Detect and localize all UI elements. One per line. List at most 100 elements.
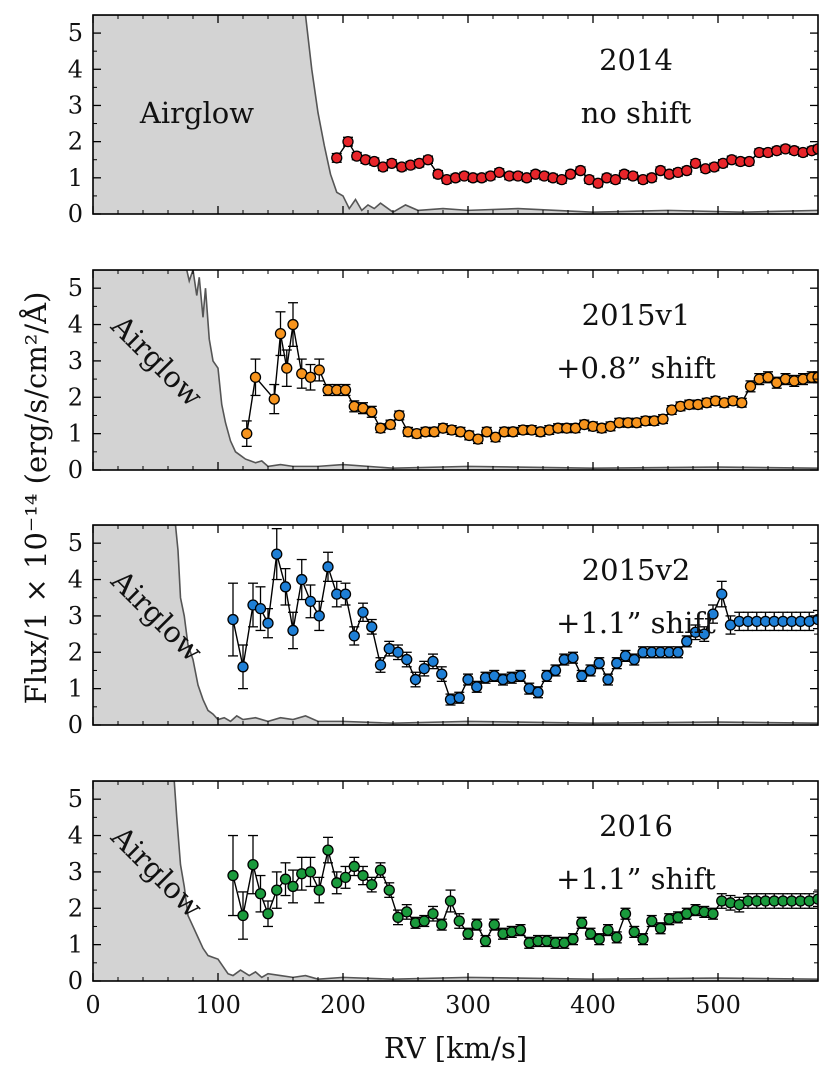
x-tick-label: 0	[85, 991, 100, 1019]
y-tick-label: 3	[68, 347, 83, 375]
y-tick-label: 1	[68, 675, 83, 703]
x-tick-label: 200	[320, 991, 366, 1019]
data-point	[462, 928, 474, 940]
data-point	[249, 371, 262, 383]
x-tick-label: 100	[195, 991, 241, 1019]
y-tick-label: 4	[68, 566, 83, 594]
data-point	[736, 397, 748, 409]
panel-subtitle: no shift	[581, 96, 692, 130]
y-tick-label: 5	[68, 274, 83, 302]
data-point	[348, 860, 360, 873]
panel-title: 2015v2	[582, 553, 691, 587]
data-point	[472, 433, 484, 445]
data-point	[654, 922, 667, 934]
y-tick-label: 0	[68, 967, 83, 995]
data-point	[743, 155, 755, 168]
data-point	[812, 371, 818, 383]
data-point	[602, 924, 614, 936]
data-point	[681, 164, 693, 177]
x-tick-label: 300	[445, 991, 491, 1019]
airglow-label: Airglow	[139, 96, 254, 130]
data-point	[514, 924, 527, 936]
panel-subtitle: +1.1” shift	[556, 862, 716, 896]
data-point	[689, 157, 702, 169]
data-point	[374, 659, 387, 671]
data-point	[296, 573, 308, 586]
data-point	[427, 908, 439, 920]
data-point	[507, 426, 519, 438]
data-point	[541, 670, 553, 682]
airglow-fill	[93, 525, 818, 725]
y-tick-label: 4	[68, 822, 83, 850]
data-point	[313, 884, 325, 896]
panel-subtitle: +0.8” shift	[556, 351, 716, 385]
airglow-line	[93, 270, 818, 469]
data-point	[646, 915, 658, 927]
data-point	[698, 628, 710, 640]
y-tick-label: 2	[68, 638, 83, 666]
data-point	[584, 928, 597, 940]
airglow-fill	[93, 15, 818, 214]
panel-1: Airglow 0 1 2 3 4 5 2014 no shift	[68, 14, 819, 228]
data-point	[444, 895, 457, 907]
data-point	[707, 908, 719, 920]
data-point	[366, 621, 378, 633]
data-point	[279, 581, 292, 593]
data-point	[339, 384, 352, 396]
data-point	[374, 422, 387, 434]
y-tick-label: 5	[68, 19, 83, 47]
data-point	[567, 652, 579, 664]
data-point	[602, 673, 614, 686]
series-line	[246, 324, 818, 440]
data-point	[254, 602, 267, 615]
y-tick-label: 3	[68, 91, 83, 119]
data-point	[574, 164, 587, 177]
y-tick-label: 1	[68, 931, 83, 959]
data-point	[331, 152, 343, 164]
data-point	[576, 917, 588, 929]
data-point	[386, 157, 398, 169]
y-tick-label: 2	[68, 128, 83, 156]
airglow-fill	[93, 781, 818, 981]
data-point	[274, 327, 287, 340]
data-point	[241, 427, 253, 440]
data-point	[254, 888, 267, 900]
data-point	[368, 155, 380, 168]
y-tick-label: 1	[68, 164, 83, 192]
data-point	[593, 657, 605, 669]
data-point	[471, 918, 483, 931]
y-tick-label: 5	[68, 785, 83, 813]
data-point	[556, 173, 568, 186]
data-point	[672, 646, 684, 658]
data-point	[366, 878, 378, 891]
data-point	[567, 933, 579, 945]
data-point	[313, 610, 325, 622]
data-point	[592, 177, 604, 189]
data-point	[418, 915, 430, 927]
data-point	[637, 933, 649, 945]
airglow-line	[93, 15, 818, 214]
data-point	[514, 670, 527, 682]
data-point	[342, 135, 354, 148]
data-point	[304, 866, 317, 878]
data-point	[427, 655, 439, 668]
data-point	[619, 908, 632, 920]
y-axis-label: Flux/1 × 10⁻¹⁴ (erg/s/cm²/Å)	[18, 292, 53, 705]
x-tick-label: 500	[695, 991, 741, 1019]
panel-title: 2016	[599, 809, 673, 843]
data-point	[716, 588, 728, 600]
data-point	[271, 548, 283, 560]
data-point	[287, 880, 299, 893]
data-point	[393, 409, 405, 422]
data-point	[493, 166, 505, 179]
y-tick-label: 1	[68, 420, 83, 448]
panel-frame	[92, 14, 819, 215]
data-point	[331, 877, 343, 889]
data-point	[237, 909, 249, 922]
data-point	[313, 364, 325, 376]
data-point	[422, 154, 434, 166]
data-point	[593, 933, 605, 945]
data-point	[549, 664, 562, 677]
